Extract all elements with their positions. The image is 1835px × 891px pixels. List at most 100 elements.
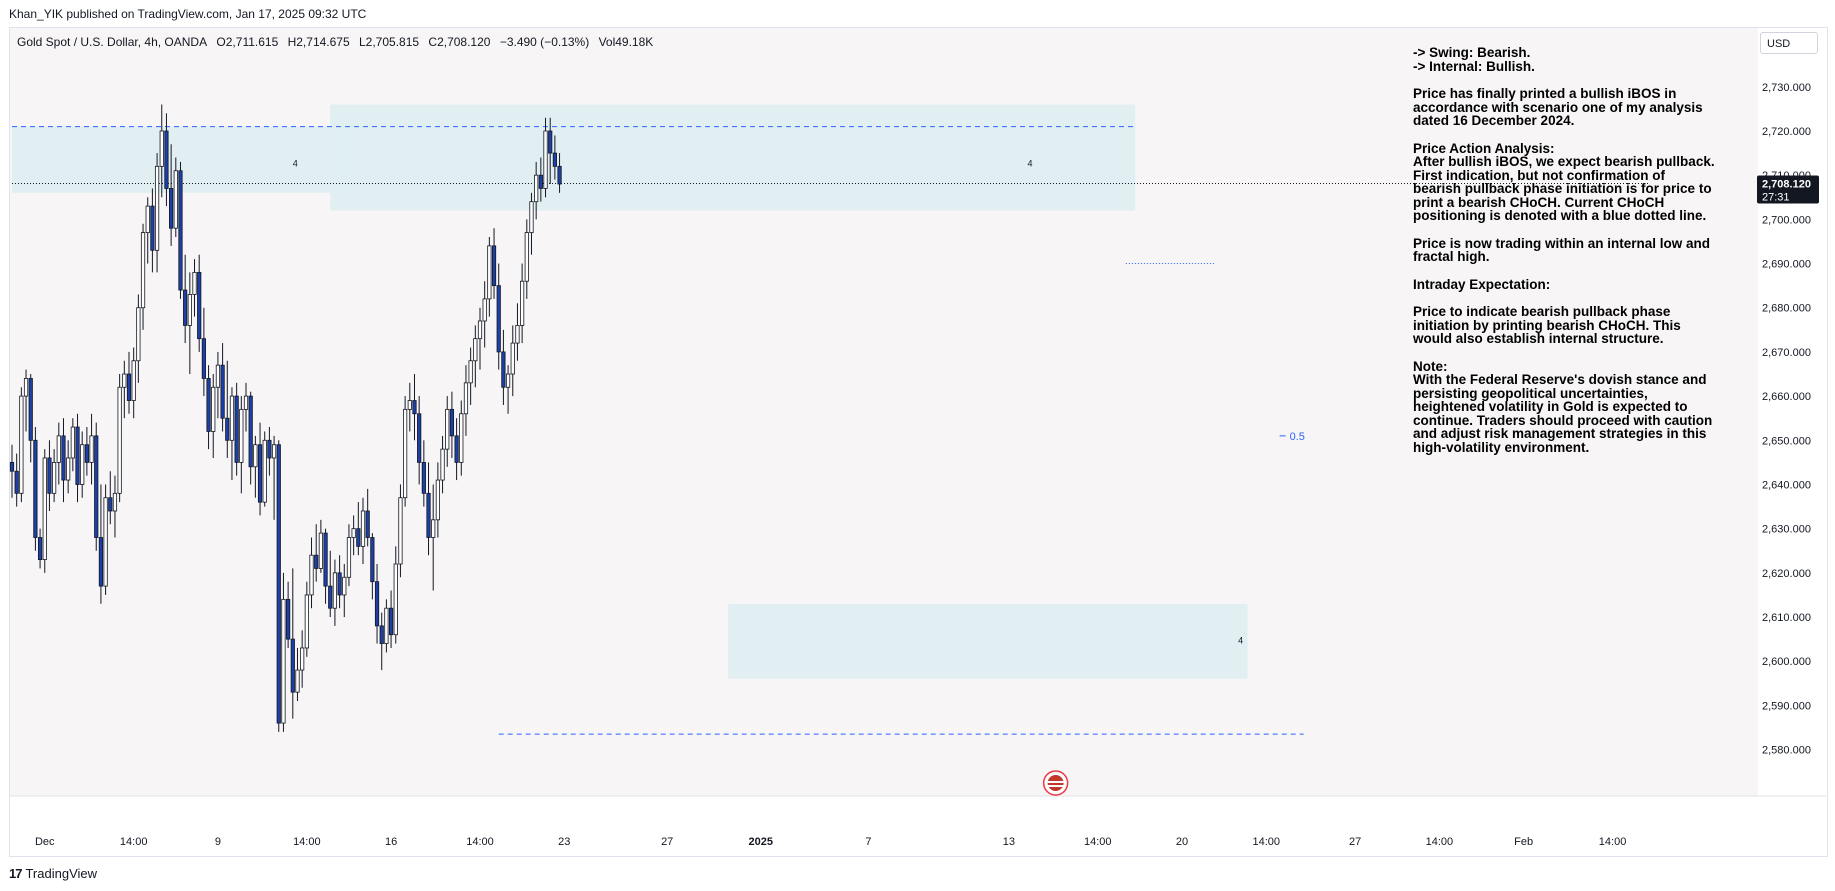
bull-candle-body — [122, 373, 127, 388]
bull-candle-body — [360, 510, 366, 547]
bull-candle-body — [407, 400, 412, 410]
candle — [431, 484, 436, 591]
candle — [52, 449, 57, 503]
ohlc-low: L2,705.815 — [359, 35, 420, 49]
price-axis-label: 2,620.000 — [1762, 568, 1811, 580]
bear-candle-body — [234, 395, 239, 463]
candle — [253, 435, 258, 498]
candle — [323, 528, 328, 604]
bear-candle-body — [454, 435, 459, 463]
candle — [47, 440, 52, 511]
annotation-line: bearish pullback phase initiation is for… — [1413, 181, 1712, 196]
candle — [370, 533, 375, 600]
bear-candle-body — [328, 585, 333, 609]
time-axis-label: 27 — [1349, 836, 1361, 848]
candle — [23, 369, 29, 432]
candle — [328, 550, 333, 618]
bear-candle-body — [421, 461, 426, 494]
bull-candle-body — [80, 444, 85, 485]
bull-candle-body — [52, 461, 57, 494]
bear-candle-body — [108, 497, 113, 512]
us-flag-stripe — [1047, 781, 1064, 783]
candle — [295, 647, 300, 701]
candle — [360, 497, 366, 565]
candle — [197, 254, 202, 352]
bull-candle-body — [520, 280, 525, 326]
candle — [98, 484, 104, 604]
bear-candle-body — [337, 572, 342, 596]
ohlc-high: H2,714.675 — [287, 35, 350, 49]
tradingview-logo[interactable]: 17 TradingView — [9, 866, 97, 881]
annotation-line: continue. Traders should proceed with ca… — [1413, 412, 1713, 428]
bull-candle-body — [384, 607, 389, 644]
candle — [300, 630, 305, 688]
candle — [234, 382, 239, 476]
annotation-line: initiation by printing bearish CHoCH. Th… — [1413, 317, 1681, 333]
annotation-line: high-volatility environment. — [1413, 439, 1590, 455]
bear-candle-body — [61, 435, 66, 481]
bear-candle-body — [552, 152, 557, 167]
bull-candle-body — [543, 130, 548, 189]
analysis-annotation: -> Swing: Bearish. -> Internal: Bullish.… — [1413, 46, 1733, 468]
price-axis-label: 2,730.000 — [1762, 82, 1811, 94]
candle — [262, 431, 267, 507]
bull-candle-body — [187, 294, 192, 326]
candle — [257, 422, 263, 516]
candle — [393, 546, 398, 644]
candle — [19, 387, 24, 503]
bear-candle-body — [496, 285, 501, 353]
candle — [520, 263, 525, 344]
annotation-paragraph: Price to indicate bearish pullback phase… — [1413, 305, 1733, 346]
bull-candle-body — [70, 426, 75, 459]
bear-candle-body — [374, 581, 380, 627]
candle — [201, 307, 206, 397]
candle — [332, 559, 338, 626]
time-axis-label: 7 — [865, 836, 871, 848]
time-axis-label: 20 — [1176, 836, 1188, 848]
bull-candle-body — [229, 395, 235, 441]
bear-candle-body — [169, 188, 174, 229]
annotation-paragraph: Intraday Expectation: — [1413, 277, 1733, 292]
bull-candle-body — [19, 395, 24, 494]
candle — [463, 365, 469, 436]
bull-candle-body — [253, 444, 258, 468]
symbol-name: Gold Spot / U.S. Dollar, 4h, OANDA — [17, 35, 208, 49]
bear-candle-body — [14, 470, 19, 494]
bull-candle-body — [342, 576, 347, 596]
candle — [557, 153, 562, 193]
candle — [482, 281, 487, 348]
candle — [468, 347, 473, 405]
bull-candle-body — [145, 205, 150, 234]
candle — [126, 351, 132, 414]
bull-candle-body — [262, 439, 267, 503]
annotation-line: accordance with scenario one of my analy… — [1413, 99, 1703, 115]
candle — [131, 347, 136, 419]
bear-candle-body — [290, 638, 295, 693]
bull-candle-body — [159, 130, 164, 167]
bear-candle-body — [286, 598, 291, 640]
bear-candle-body — [47, 457, 52, 494]
bull-candle-body — [211, 386, 216, 432]
candle — [61, 418, 66, 503]
ohlc-close: C2,708.120 — [428, 35, 491, 49]
candle — [66, 440, 71, 494]
bear-candle-body — [150, 205, 155, 251]
bull-candle-body — [534, 174, 539, 203]
bear-candle-body — [75, 426, 80, 485]
bull-candle-body — [112, 492, 118, 512]
candle — [286, 581, 291, 648]
bull-candle-body — [431, 519, 436, 538]
candle — [103, 484, 108, 595]
zone-label: 4 — [293, 158, 298, 168]
fib-label: 0.5 — [1290, 431, 1305, 443]
bear-candle-body — [557, 165, 562, 185]
bear-candle-body — [412, 400, 417, 415]
bull-candle-body — [66, 457, 71, 481]
bull-candle-body — [295, 669, 300, 693]
bear-candle-body — [28, 378, 33, 441]
candle — [491, 228, 497, 299]
candle — [290, 568, 295, 719]
currency-button[interactable]: USD — [1760, 32, 1818, 54]
bull-candle-body — [440, 448, 445, 481]
